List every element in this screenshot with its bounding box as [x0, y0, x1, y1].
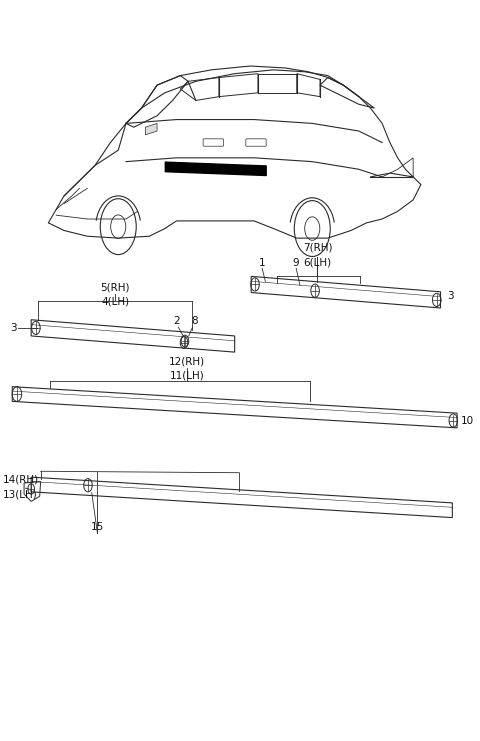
Text: 15: 15 — [91, 522, 104, 532]
Text: 4(LH): 4(LH) — [101, 297, 129, 307]
Text: 12(RH): 12(RH) — [169, 356, 205, 366]
Text: 11(LH): 11(LH) — [170, 370, 204, 380]
Text: 14(RH): 14(RH) — [3, 474, 39, 485]
Text: 1: 1 — [259, 258, 265, 268]
Text: 5(RH): 5(RH) — [100, 282, 130, 293]
Text: 13(LH): 13(LH) — [3, 490, 37, 499]
Text: 10: 10 — [461, 416, 474, 425]
Text: 2: 2 — [174, 316, 180, 326]
Polygon shape — [145, 124, 157, 135]
Text: 6(LH): 6(LH) — [303, 257, 332, 268]
Text: 3: 3 — [448, 291, 454, 302]
Text: 9: 9 — [293, 258, 300, 268]
Text: 7(RH): 7(RH) — [303, 243, 332, 253]
Text: 3: 3 — [11, 323, 17, 333]
Text: 8: 8 — [191, 316, 198, 326]
